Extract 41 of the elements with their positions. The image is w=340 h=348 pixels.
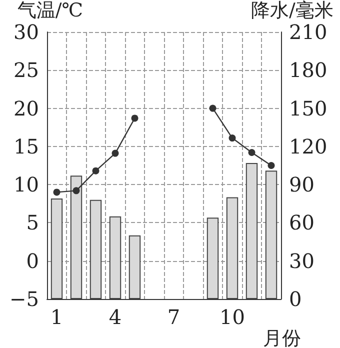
y-tick-label: 10	[14, 172, 39, 197]
bar	[90, 200, 102, 299]
y-tick-label: 15	[14, 134, 39, 158]
y2-tick-label: 90	[289, 172, 314, 197]
point	[72, 187, 80, 194]
y-tick-label: 0	[26, 248, 39, 273]
y-tick-label: 5	[26, 210, 39, 235]
y-tick-label: 20	[14, 96, 39, 120]
point	[268, 162, 275, 169]
bar	[246, 162, 258, 299]
bar	[128, 235, 141, 299]
bar	[50, 198, 63, 299]
point	[112, 150, 119, 157]
point	[248, 149, 256, 156]
y2-tick-label: 0	[289, 287, 302, 311]
x-tick-label: 1	[50, 305, 64, 329]
point	[53, 188, 60, 196]
bar	[70, 176, 82, 299]
bar	[226, 197, 238, 299]
point	[209, 104, 216, 112]
y2-tick-label: 120	[289, 134, 328, 158]
y-tick-label: 30	[14, 20, 39, 44]
bar	[206, 218, 219, 299]
point	[92, 167, 100, 174]
y2-tick-label: 210	[289, 20, 328, 44]
y2-tick-label: 150	[289, 96, 328, 120]
bar	[109, 216, 122, 299]
x-tick-label: 7	[167, 305, 180, 329]
y2-tick-label: 60	[289, 210, 314, 235]
y2-tick-label: 180	[289, 58, 328, 82]
y-tick-label: −5	[10, 287, 39, 311]
y-axis-title: 气温/℃	[17, 0, 83, 22]
y-tick-label: 25	[14, 58, 39, 82]
point	[131, 114, 138, 122]
y2-tick-label: 30	[289, 248, 314, 273]
x-tick-label: 4	[108, 305, 122, 329]
x-tick-label: 10	[220, 305, 245, 329]
y2-axis-title: 降水/毫米	[251, 0, 334, 22]
point	[228, 134, 236, 142]
x-axis-title: 月份	[263, 328, 301, 348]
bar	[265, 170, 278, 299]
